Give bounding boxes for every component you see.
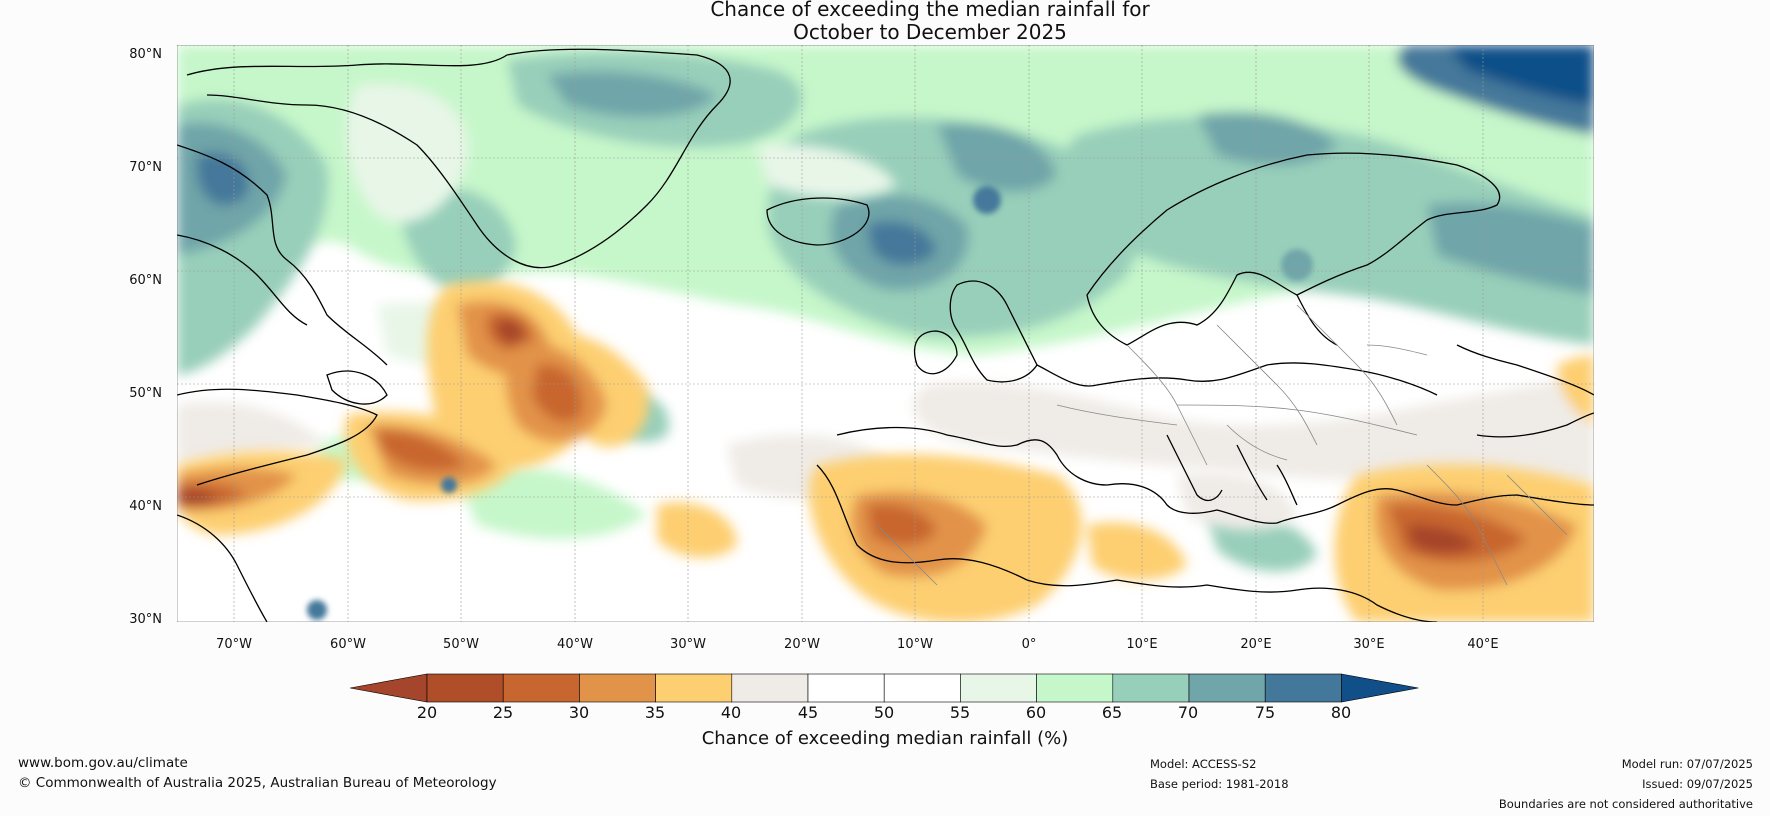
colorbar-cell bbox=[883, 673, 961, 703]
colorbar-cell bbox=[960, 673, 1037, 703]
colorbar-extend-low bbox=[350, 673, 428, 703]
colorbar-tick: 35 bbox=[644, 703, 666, 722]
lon-label-0: 0° bbox=[1021, 637, 1037, 652]
lon-label-60w: 60°W bbox=[330, 637, 366, 652]
lat-label-50n: 50°N bbox=[129, 386, 162, 401]
colorbar-tick: 55 bbox=[949, 703, 971, 722]
colorbar-cell bbox=[1264, 673, 1342, 703]
lat-label-80n: 80°N bbox=[129, 47, 162, 62]
coastlines bbox=[177, 48, 1594, 622]
lon-label-30w: 30°W bbox=[670, 637, 706, 652]
colorbar-cell bbox=[731, 673, 809, 703]
colorbar-cell bbox=[1112, 673, 1190, 703]
colorbar-tick: 75 bbox=[1254, 703, 1276, 722]
rainfall-map bbox=[177, 45, 1594, 622]
graticule bbox=[177, 45, 1594, 622]
colorbar-tick: 45 bbox=[797, 703, 819, 722]
footer-model-run: Model run: 07/07/2025 bbox=[1621, 757, 1753, 771]
footer-url: www.bom.gov.au/climate bbox=[18, 755, 188, 771]
footer-issued: Issued: 09/07/2025 bbox=[1642, 777, 1753, 791]
colorbar-cell bbox=[426, 673, 504, 703]
lat-label-70n: 70°N bbox=[129, 160, 162, 175]
colorbar-cell bbox=[807, 673, 885, 703]
rainfall-map-canvas bbox=[177, 45, 1594, 622]
lon-label-10w: 10°W bbox=[897, 637, 933, 652]
dry-field bbox=[177, 280, 1594, 622]
colorbar-tick: 30 bbox=[568, 703, 590, 722]
map-title: Chance of exceeding the median rainfall … bbox=[0, 0, 1770, 44]
colorbar-cell bbox=[655, 673, 733, 703]
lon-label-40w: 40°W bbox=[557, 637, 593, 652]
colorbar-cell bbox=[1188, 673, 1266, 703]
wet-spots bbox=[307, 186, 1313, 620]
lat-label-30n: 30°N bbox=[129, 612, 162, 627]
lon-label-30e: 30°E bbox=[1353, 637, 1385, 652]
colorbar-tick: 40 bbox=[720, 703, 742, 722]
colorbar-cell bbox=[579, 673, 656, 703]
colorbar-tick: 65 bbox=[1101, 703, 1123, 722]
title-line-1: Chance of exceeding the median rainfall … bbox=[710, 0, 1150, 21]
borders bbox=[876, 304, 1568, 586]
lat-label-60n: 60°N bbox=[129, 273, 162, 288]
colorbar-tick: 80 bbox=[1330, 703, 1352, 722]
colorbar-label: Chance of exceeding median rainfall (%) bbox=[701, 728, 1069, 749]
footer-model: Model: ACCESS-S2 bbox=[1150, 757, 1257, 771]
colorbar-tick: 60 bbox=[1025, 703, 1047, 722]
lon-label-20e: 20°E bbox=[1240, 637, 1272, 652]
colorbar-tick: 70 bbox=[1177, 703, 1199, 722]
lon-label-70w: 70°W bbox=[216, 637, 252, 652]
colorbar-tick: 50 bbox=[873, 703, 895, 722]
colorbar-tick: 20 bbox=[416, 703, 438, 722]
colorbar bbox=[350, 673, 1419, 703]
lon-label-10e: 10°E bbox=[1126, 637, 1158, 652]
footer-base-period: Base period: 1981-2018 bbox=[1150, 777, 1289, 791]
footer-disclaimer: Boundaries are not considered authoritat… bbox=[1498, 797, 1753, 811]
colorbar-extend-high bbox=[1341, 673, 1419, 703]
colorbar-cell bbox=[1036, 673, 1114, 703]
title-line-2: October to December 2025 bbox=[793, 20, 1067, 44]
lon-label-20w: 20°W bbox=[784, 637, 820, 652]
colorbar-tick: 25 bbox=[492, 703, 514, 722]
lat-label-40n: 40°N bbox=[129, 499, 162, 514]
lon-label-40e: 40°E bbox=[1467, 637, 1499, 652]
lon-label-50w: 50°W bbox=[443, 637, 479, 652]
colorbar-cell bbox=[502, 673, 580, 703]
footer-copyright: © Commonwealth of Australia 2025, Austra… bbox=[18, 775, 497, 791]
